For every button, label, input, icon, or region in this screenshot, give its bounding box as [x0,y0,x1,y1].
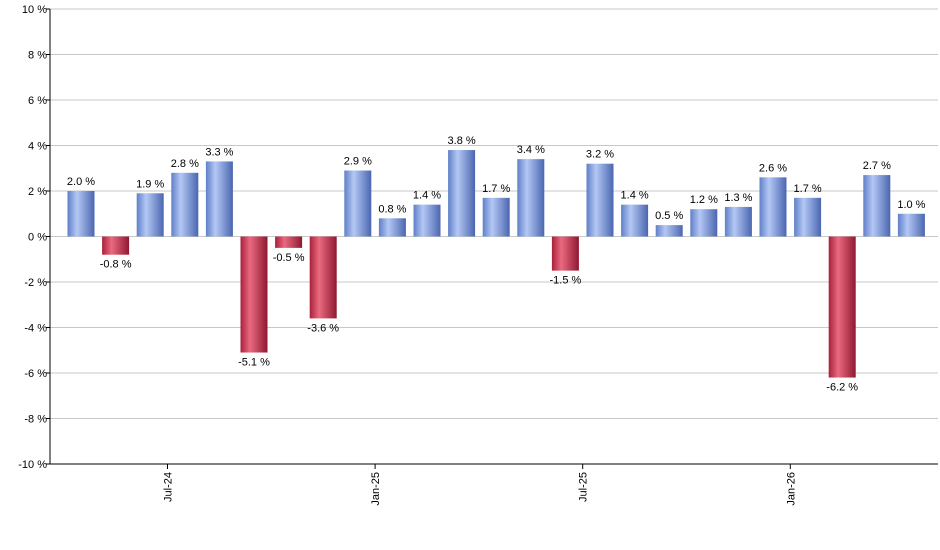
data-label: 1.7 % [794,183,822,195]
y-axis-ticks: 10 % 8 % 6 % 4 % 2 % 0 % -2 % -4 % -6 % -8 % -10 % [18,4,50,471]
bar [517,159,545,237]
bar [586,163,614,237]
bar [344,170,372,237]
y-tick-label: -10 % [18,459,47,471]
data-label: 1.4 % [413,190,441,202]
bar [724,206,752,237]
data-labels: 2.0 % -0.8 % 1.9 % 2.8 % 3.3 % -5.1 % -0.5 % -3… [67,135,926,394]
data-label: 1.9 % [136,178,164,190]
bar [690,209,718,237]
data-label: 3.2 % [586,149,614,161]
bar [205,161,233,237]
y-tick-label: 8 % [28,50,47,62]
y-tick-label: 0 % [28,232,47,244]
data-label: -0.5 % [273,252,305,264]
data-label: 2.8 % [171,158,199,170]
data-label: 1.2 % [690,194,718,206]
data-label: -6.2 % [826,382,858,394]
x-tick-label: Jul-25 [578,472,590,502]
bar [67,191,95,237]
y-tick-label: 10 % [22,4,47,16]
data-label: 2.6 % [759,162,787,174]
x-axis-ticks: Jul-24 Jan-25 Jul-25 Jan-26 [163,464,797,506]
data-label: 3.3 % [205,146,233,158]
bar [482,197,510,237]
bar [413,204,441,237]
data-label: -0.8 % [100,259,132,271]
x-tick-label: Jul-24 [163,472,175,502]
bars [67,150,925,378]
y-tick-label: -2 % [24,277,47,289]
data-label: 3.4 % [517,144,545,156]
y-tick-label: -4 % [24,323,47,335]
bar [378,218,406,237]
bar [309,236,337,319]
y-tick-label: 2 % [28,186,47,198]
data-label: 2.7 % [863,160,891,172]
bar [897,213,925,237]
data-label: -1.5 % [550,275,582,287]
bar [863,175,891,237]
data-label: 1.0 % [897,199,925,211]
bar [551,236,579,271]
y-tick-label: -6 % [24,368,47,380]
data-label: 2.9 % [344,156,372,168]
bar [448,150,476,237]
data-label: 2.0 % [67,176,95,188]
data-label: -3.6 % [307,322,339,334]
bar [794,197,822,237]
bar [655,225,683,237]
bar [171,172,199,237]
data-label: -5.1 % [238,357,270,369]
data-label: 0.8 % [378,203,406,215]
y-tick-label: 6 % [28,95,47,107]
x-tick-label: Jan-26 [785,472,797,506]
data-label: 0.5 % [655,210,683,222]
y-tick-label: -8 % [24,414,47,426]
bar [621,204,649,237]
y-tick-label: 4 % [28,141,47,153]
data-label: 1.7 % [482,183,510,195]
bar [828,236,856,378]
bar [240,236,268,353]
bar [102,236,130,255]
data-label: 3.8 % [448,135,476,147]
bar [759,177,787,237]
bar [275,236,303,248]
x-tick-label: Jan-25 [370,472,382,506]
data-label: 1.3 % [724,192,752,204]
bar [136,193,164,237]
data-label: 1.4 % [621,190,649,202]
